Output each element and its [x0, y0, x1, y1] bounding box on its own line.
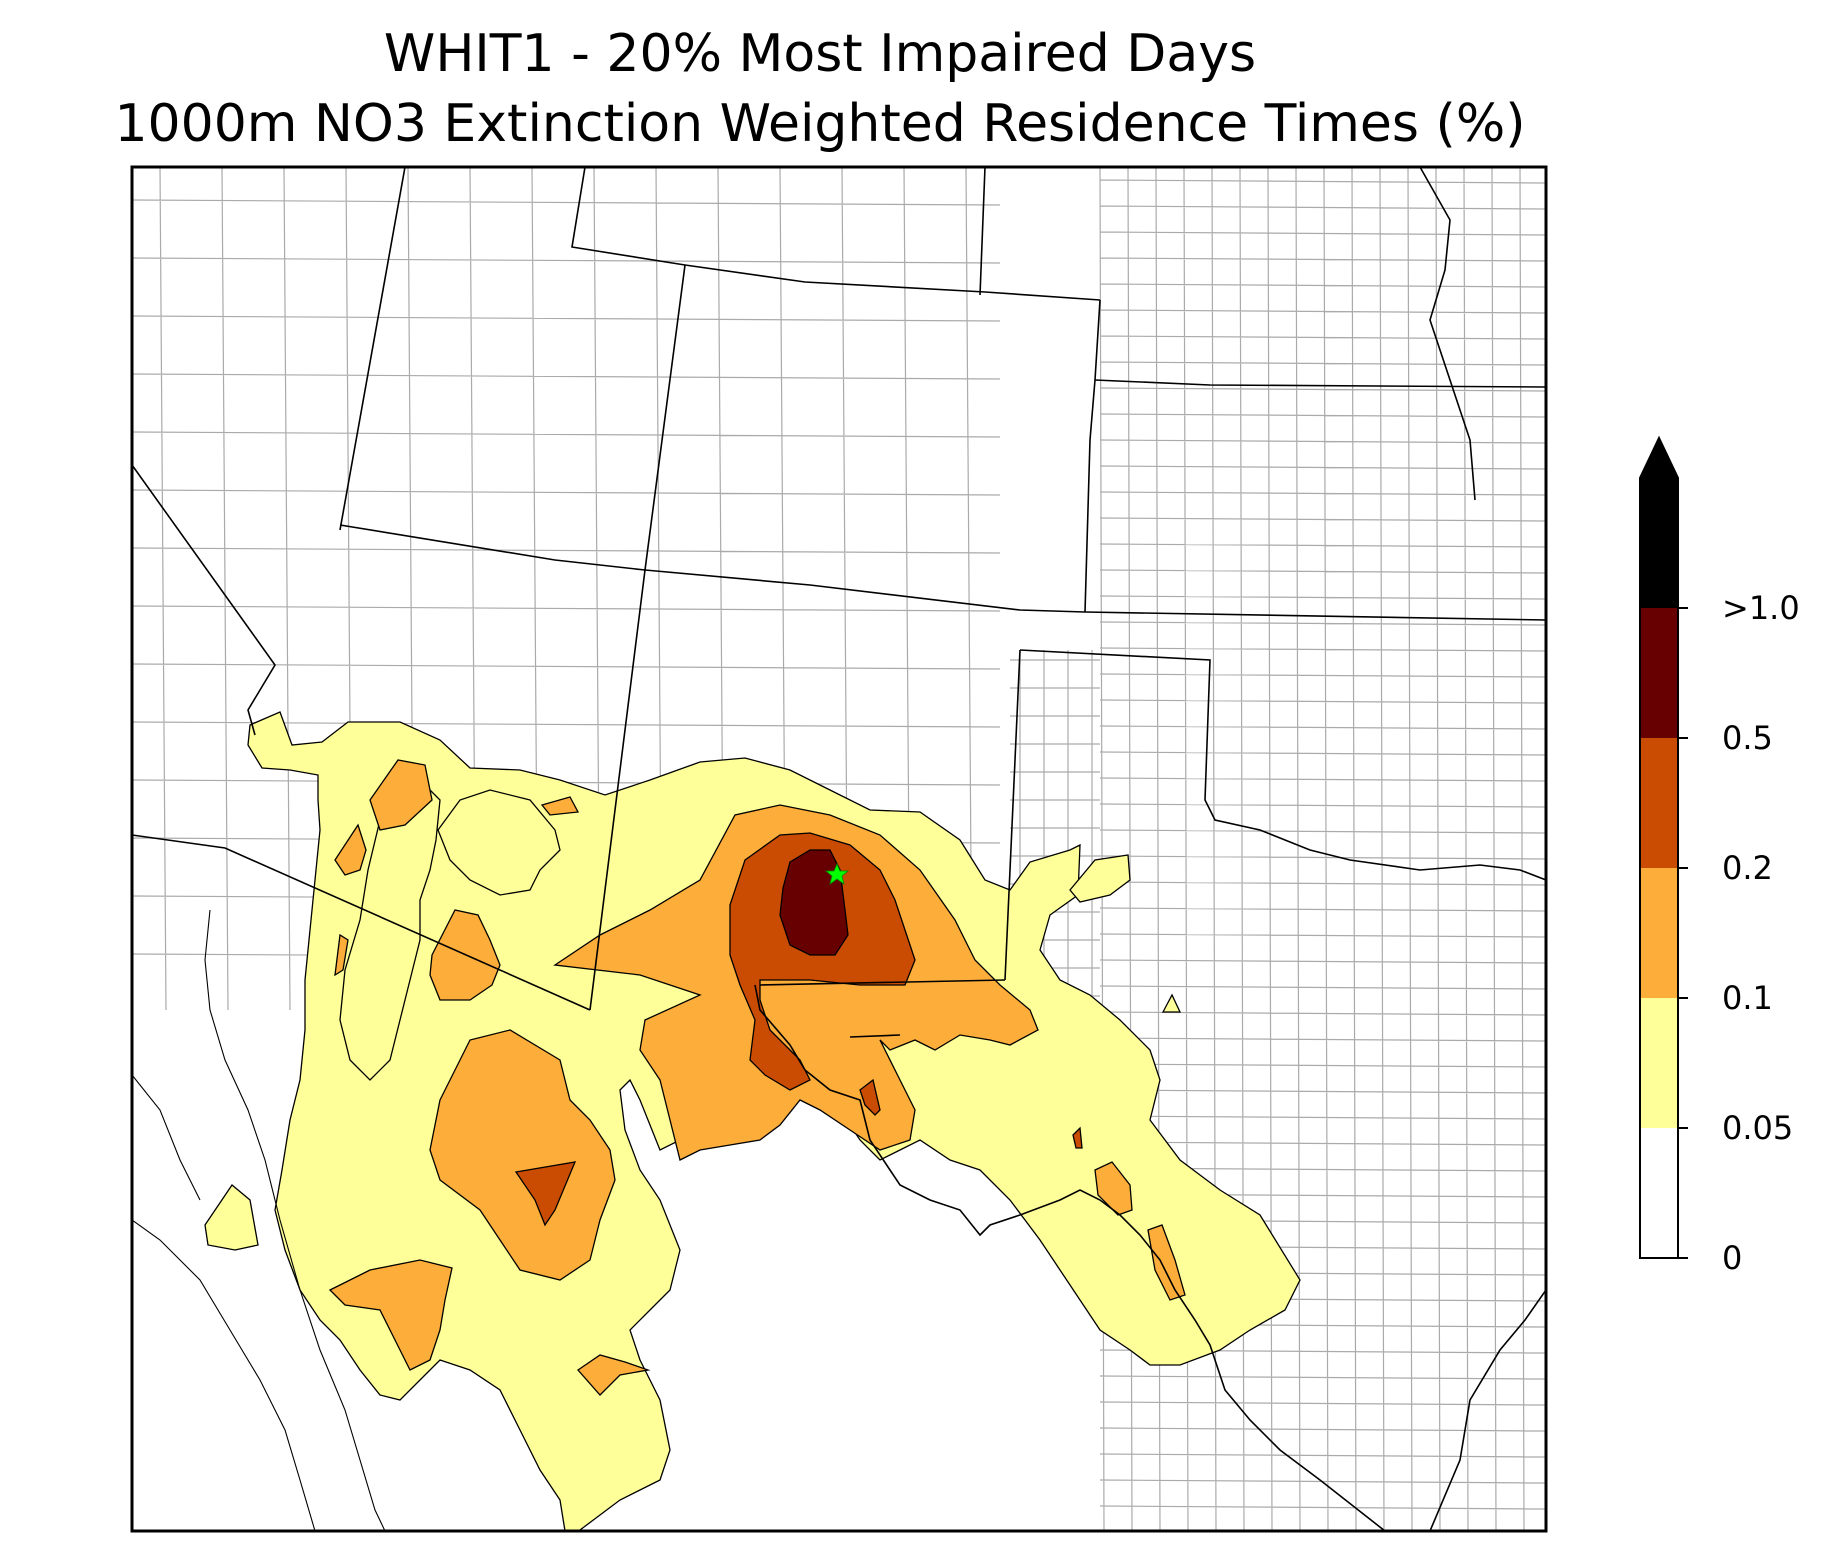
site-marker — [824, 862, 850, 885]
contour-0.2-patch — [514, 1161, 577, 1227]
contour-0.1-patch — [369, 759, 433, 831]
colorbar-outline — [1639, 435, 1679, 1259]
colorbar-extend-arrow — [1640, 438, 1678, 608]
contour-0.05-patch — [204, 1184, 259, 1251]
contour-0.1-patch — [1147, 1224, 1186, 1301]
county-borders — [132, 167, 1546, 1531]
colorbar-tick-label: >1.0 — [1722, 589, 1800, 627]
contour-0.1-patch — [328, 1259, 453, 1371]
coastline — [132, 909, 386, 1531]
star-icon — [824, 862, 850, 885]
contour-0.1-patch — [577, 1354, 651, 1396]
contour-0.05-patch — [1069, 854, 1131, 903]
contour-0.05-patch — [1161, 993, 1182, 1013]
colorbar-tick-label: 0 — [1722, 1239, 1743, 1277]
contour-0.2-patch — [859, 1078, 881, 1116]
contour-0.1-patch — [429, 1029, 616, 1281]
contour-0.5 — [779, 849, 849, 956]
contour-0.1-patch — [1094, 1161, 1133, 1216]
contour-0.2-patch — [1072, 1126, 1083, 1149]
colorbar-bin — [1640, 868, 1678, 998]
title-line-2: 1000m NO3 Extinction Weighted Residence … — [114, 94, 1526, 154]
contour-0.1-patch — [540, 796, 580, 816]
state-borders — [132, 167, 1546, 1531]
colorbar-bin — [1640, 998, 1678, 1128]
map-frame — [130, 165, 1548, 1533]
colorbar-tick-label: 0.2 — [1722, 849, 1773, 887]
contour-0.1-patch — [334, 823, 367, 876]
colorbar-tick-label: 0.05 — [1722, 1109, 1794, 1147]
colorbar-bin — [1640, 738, 1678, 868]
contour-0.1-patch — [334, 933, 349, 977]
colorbar — [1639, 435, 1688, 1259]
colorbar-bin — [1640, 1128, 1678, 1258]
colorbar-bin — [1640, 608, 1678, 738]
map-panel — [132, 167, 1546, 1531]
contour-0.2 — [729, 832, 916, 1091]
contour-0.1 — [553, 804, 1039, 1161]
colorbar-tick-label: 0.1 — [1722, 979, 1773, 1017]
title-line-1: WHIT1 - 20% Most Impaired Days — [383, 24, 1257, 84]
county-grid — [132, 167, 1546, 1531]
contour-fills — [204, 711, 1301, 1531]
colorbar-tick-label: 0.5 — [1722, 719, 1773, 757]
